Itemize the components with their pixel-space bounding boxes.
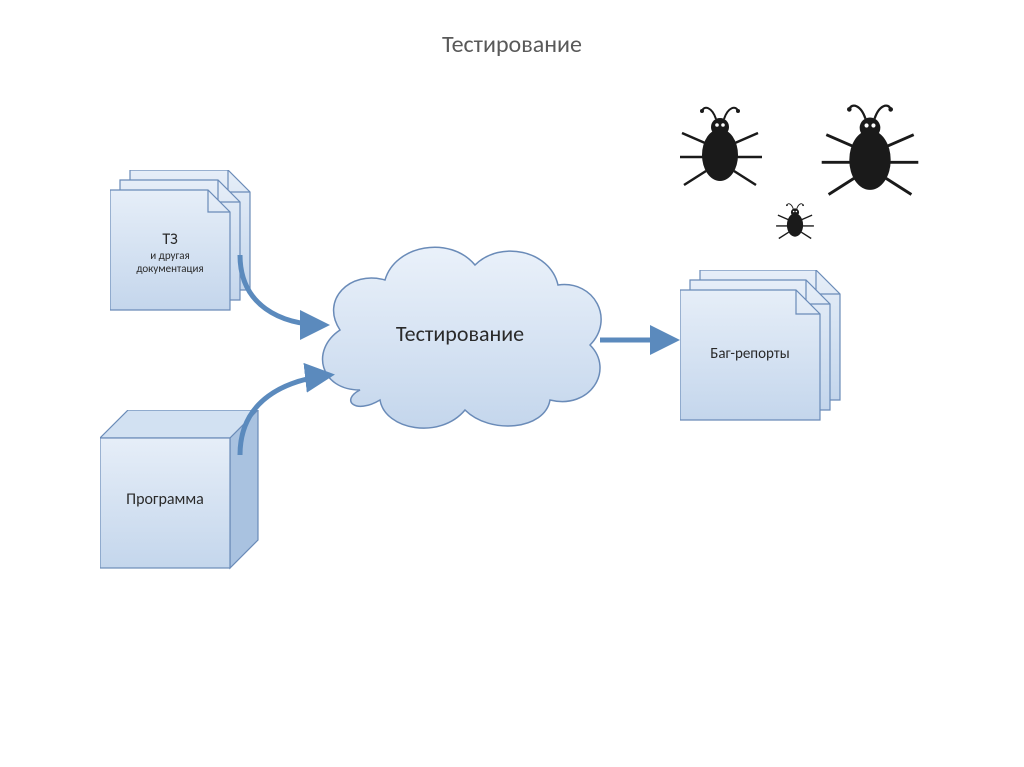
arrow-cloud-to-reports xyxy=(595,325,695,355)
arrow-cube-to-cloud xyxy=(230,360,350,470)
bugs-icon-group xyxy=(680,100,940,275)
arrow-docs-to-cloud xyxy=(230,245,350,345)
cloud-testing-label: Тестирование xyxy=(340,320,580,347)
docs-input-line1: ТЗ xyxy=(110,230,230,249)
bug-icon xyxy=(822,106,919,195)
bug-icon xyxy=(776,204,814,239)
docs-input-line3: документация xyxy=(110,262,230,275)
diagram-title: Тестирование xyxy=(0,30,1024,59)
docs-output-label: Баг-репорты xyxy=(680,345,820,363)
docs-input-line2: и другая xyxy=(110,249,230,262)
program-cube-label: Программа xyxy=(100,490,230,509)
docs-input-label: ТЗ и другая документация xyxy=(110,230,230,275)
bug-icon xyxy=(680,108,762,185)
